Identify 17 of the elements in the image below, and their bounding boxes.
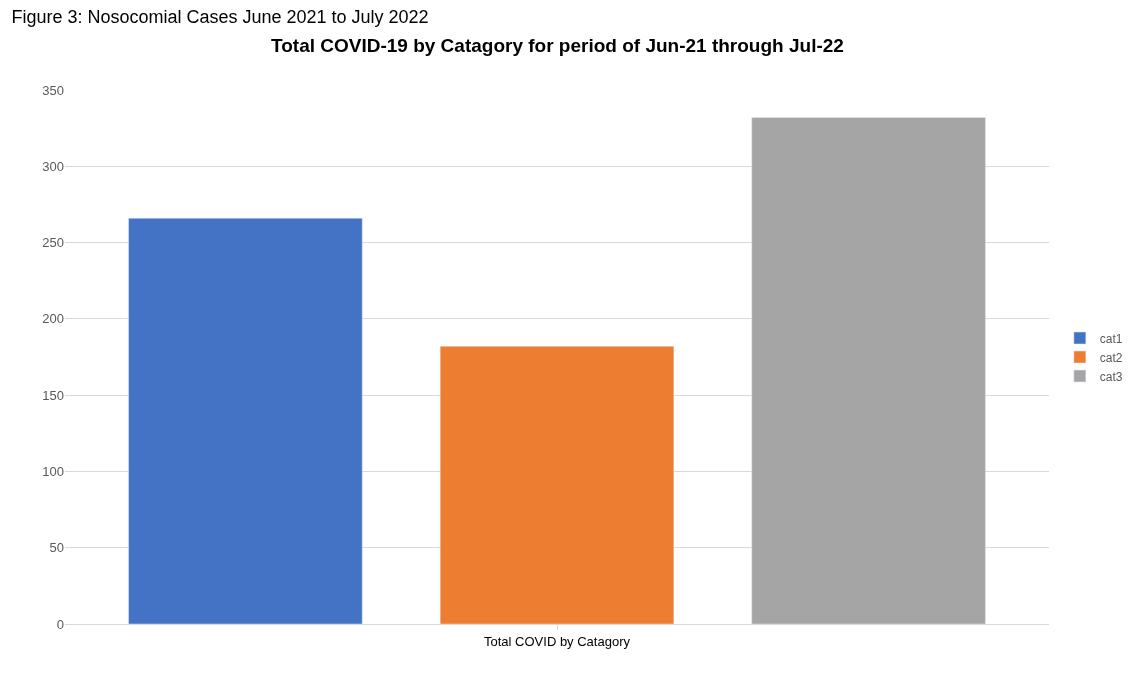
y-tick-label: 200 — [42, 311, 64, 327]
bar — [751, 117, 986, 624]
chart-title: Figure 3: Nosocomial Cases June 2021 to July 2022 — [11, 6, 429, 27]
y-tick-label: 0 — [56, 616, 64, 632]
legend-label: cat3 — [1099, 369, 1123, 384]
legend-label: cat2 — [1099, 350, 1123, 365]
y-tick-label: 300 — [42, 158, 64, 174]
y-tick-label: 250 — [42, 235, 64, 251]
y-tick-label: 50 — [49, 540, 64, 556]
x-tick-label: Total COVID by Catagory — [484, 633, 631, 649]
bar — [128, 217, 363, 624]
y-tick-label: 350 — [42, 82, 64, 98]
chart-subtitle: Total COVID-19 by Catagory for period of Jun-21 through Jul-22 — [271, 35, 844, 56]
legend-label: cat1 — [1099, 331, 1123, 346]
y-tick-label: 150 — [42, 387, 64, 403]
bar — [439, 346, 675, 624]
y-tick-label: 100 — [42, 463, 64, 479]
